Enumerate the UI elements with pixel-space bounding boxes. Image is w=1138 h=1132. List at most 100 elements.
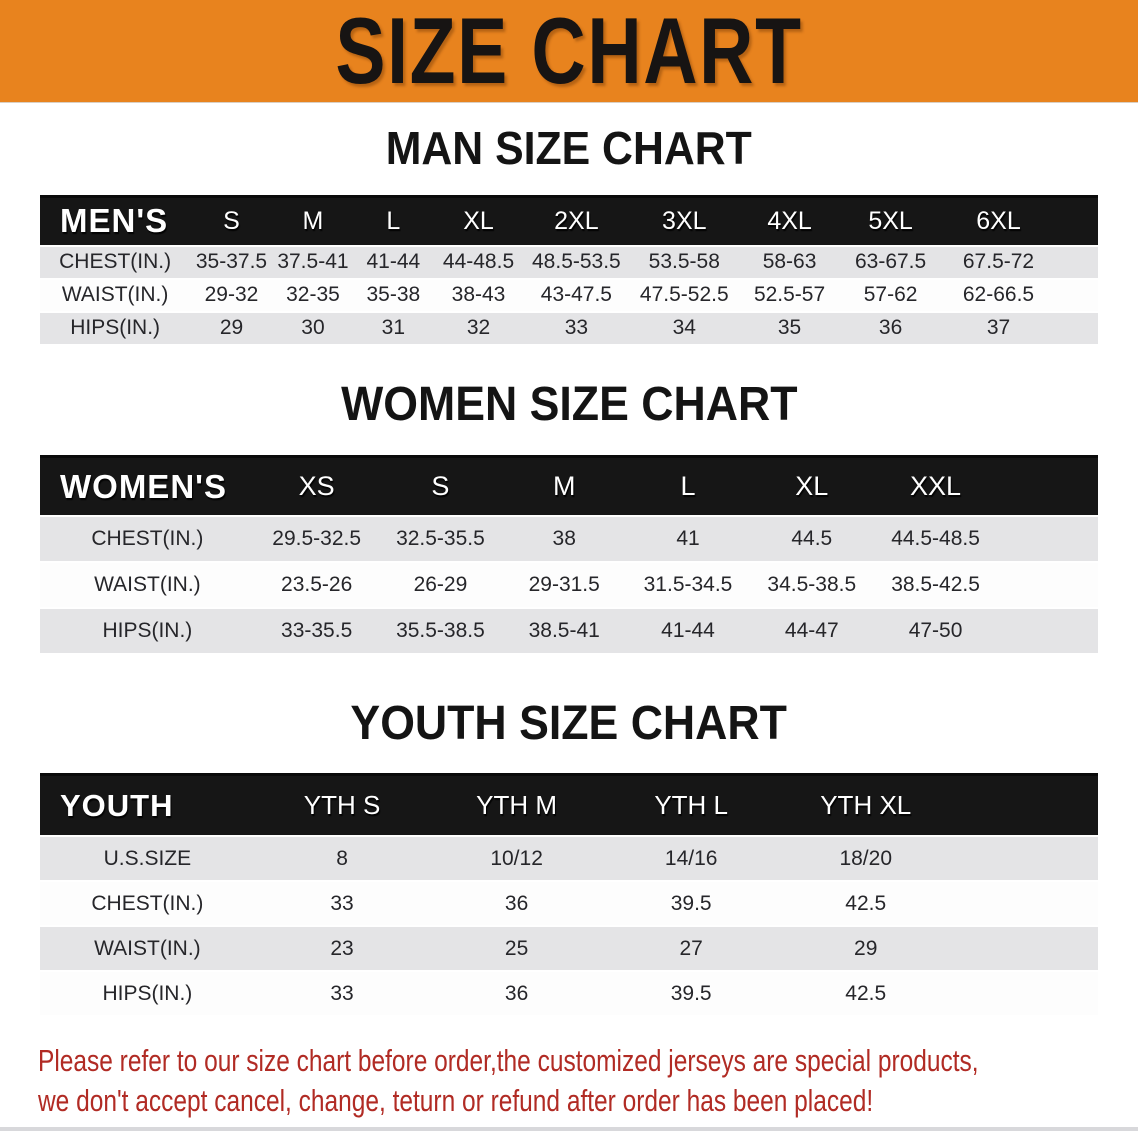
- spacer-cell: [1055, 194, 1098, 245]
- size-value-cell: 41: [626, 517, 750, 562]
- size-value-cell: 32.5-35.5: [378, 517, 503, 562]
- size-value-cell: 30: [272, 312, 354, 344]
- size-value-cell: 44-47: [749, 609, 874, 654]
- spacer-cell: [953, 773, 1098, 836]
- women-size-col-header: XS: [254, 455, 379, 516]
- women-size-col-header: XXL: [873, 455, 998, 516]
- size-value-cell: 37: [941, 312, 1056, 344]
- row-label-cell: WAIST(IN.): [40, 279, 191, 311]
- spacer-cell: [997, 455, 1098, 516]
- spacer-cell: [953, 927, 1098, 971]
- size-value-cell: 33: [523, 312, 630, 344]
- size-value-cell: 42.5: [778, 882, 954, 926]
- women-size-col-header: L: [626, 455, 750, 516]
- women-size-section: WOMEN SIZE CHART WOMEN'S XS S M L XL XXL…: [0, 378, 1138, 656]
- youth-row-us-size: U.S.SIZE 8 10/12 14/16 18/20: [40, 837, 1098, 881]
- size-value-cell: 67.5-72: [941, 246, 1056, 278]
- disclaimer: Please refer to our size chart before or…: [38, 1041, 1138, 1121]
- youth-size-col-header: YTH L: [603, 773, 779, 836]
- youth-size-table: YOUTH YTH S YTH M YTH L YTH XL U.S.SIZE …: [40, 771, 1098, 1017]
- size-value-cell: 57-62: [839, 279, 942, 311]
- size-chart-banner: SIZE CHART: [0, 0, 1138, 103]
- men-size-col-header: S: [190, 194, 273, 245]
- size-value-cell: 44.5: [749, 517, 874, 562]
- women-size-col-header: M: [502, 455, 627, 516]
- men-size-col-header: 2XL: [523, 194, 630, 245]
- row-label-cell: HIPS(IN.): [40, 972, 255, 1016]
- youth-size-col-header: YTH S: [254, 773, 430, 836]
- size-value-cell: 63-67.5: [839, 246, 942, 278]
- size-value-cell: 43-47.5: [523, 279, 630, 311]
- youth-row-waist: WAIST(IN.) 23 25 27 29: [40, 927, 1098, 971]
- row-label-cell: CHEST(IN.): [40, 246, 191, 278]
- youth-table-header-row: YOUTH YTH S YTH M YTH L YTH XL: [40, 773, 1098, 836]
- youth-row-chest: CHEST(IN.) 33 36 39.5 42.5: [40, 882, 1098, 926]
- row-label-cell: CHEST(IN.): [40, 517, 255, 562]
- men-table-header-row: MEN'S S M L XL 2XL 3XL 4XL 5XL 6XL: [40, 194, 1098, 245]
- size-value-cell: 36: [429, 972, 604, 1016]
- women-size-table: WOMEN'S XS S M L XL XXL CHEST(IN.) 29.5-…: [40, 453, 1098, 655]
- spacer-cell: [997, 563, 1098, 608]
- size-value-cell: 31.5-34.5: [626, 563, 750, 608]
- spacer-cell: [953, 882, 1098, 926]
- row-label-cell: HIPS(IN.): [40, 312, 191, 344]
- size-value-cell: 36: [429, 882, 604, 926]
- bottom-edge-divider: [0, 1127, 1138, 1131]
- size-value-cell: 42.5: [778, 972, 954, 1016]
- size-value-cell: 44-48.5: [433, 246, 524, 278]
- men-row-hips: HIPS(IN.) 29 30 31 32 33 34 35 36 37: [40, 312, 1098, 344]
- size-value-cell: 29: [778, 927, 954, 971]
- size-value-cell: 62-66.5: [941, 279, 1056, 311]
- size-value-cell: 29: [190, 312, 273, 344]
- men-size-col-header: 6XL: [941, 194, 1056, 245]
- women-row-waist: WAIST(IN.) 23.5-26 26-29 29-31.5 31.5-34…: [40, 563, 1098, 608]
- size-value-cell: 26-29: [378, 563, 503, 608]
- women-row-chest: CHEST(IN.) 29.5-32.5 32.5-35.5 38 41 44.…: [40, 517, 1098, 562]
- size-value-cell: 44.5-48.5: [873, 517, 998, 562]
- size-value-cell: 41-44: [353, 246, 434, 278]
- size-value-cell: 32-35: [272, 279, 354, 311]
- size-chart-banner-title: SIZE CHART: [335, 0, 803, 103]
- size-value-cell: 38.5-42.5: [873, 563, 998, 608]
- size-value-cell: 48.5-53.5: [523, 246, 630, 278]
- size-value-cell: 39.5: [603, 972, 779, 1016]
- men-table-header-label: MEN'S: [40, 194, 191, 245]
- size-value-cell: 23.5-26: [254, 563, 379, 608]
- row-label-cell: WAIST(IN.): [40, 927, 255, 971]
- row-label-cell: HIPS(IN.): [40, 609, 255, 654]
- size-value-cell: 35: [739, 312, 840, 344]
- size-value-cell: 14/16: [603, 837, 779, 881]
- youth-table-header-label: YOUTH: [40, 773, 255, 836]
- men-row-waist: WAIST(IN.) 29-32 32-35 35-38 38-43 43-47…: [40, 279, 1098, 311]
- men-row-chest: CHEST(IN.) 35-37.5 37.5-41 41-44 44-48.5…: [40, 246, 1098, 278]
- youth-size-col-header: YTH XL: [778, 773, 954, 836]
- size-value-cell: 35-38: [353, 279, 434, 311]
- spacer-cell: [997, 609, 1098, 654]
- size-value-cell: 38.5-41: [502, 609, 627, 654]
- size-value-cell: 38-43: [433, 279, 524, 311]
- size-value-cell: 10/12: [429, 837, 604, 881]
- disclaimer-line-1: Please refer to our size chart before or…: [38, 1043, 979, 1079]
- size-value-cell: 18/20: [778, 837, 954, 881]
- men-size-col-header: 5XL: [839, 194, 942, 245]
- youth-size-section: YOUTH SIZE CHART YOUTH YTH S YTH M YTH L…: [0, 697, 1138, 1017]
- size-value-cell: 33-35.5: [254, 609, 379, 654]
- size-value-cell: 33: [254, 882, 430, 926]
- women-table-header-row: WOMEN'S XS S M L XL XXL: [40, 455, 1098, 516]
- spacer-cell: [1055, 279, 1098, 311]
- row-label-cell: CHEST(IN.): [40, 882, 255, 926]
- men-size-section: MAN SIZE CHART MEN'S S M L XL 2XL 3XL 4X…: [0, 122, 1138, 346]
- men-size-col-header: 4XL: [739, 194, 840, 245]
- size-value-cell: 27: [603, 927, 779, 971]
- size-value-cell: 34: [629, 312, 740, 344]
- size-value-cell: 35-37.5: [190, 246, 273, 278]
- spacer-cell: [953, 837, 1098, 881]
- size-value-cell: 52.5-57: [739, 279, 840, 311]
- size-value-cell: 47-50: [873, 609, 998, 654]
- size-value-cell: 33: [254, 972, 430, 1016]
- youth-size-col-header: YTH M: [429, 773, 604, 836]
- women-section-title: WOMEN SIZE CHART: [340, 377, 798, 431]
- size-value-cell: 32: [433, 312, 524, 344]
- women-table-header-label: WOMEN'S: [40, 455, 255, 516]
- spacer-cell: [1055, 246, 1098, 278]
